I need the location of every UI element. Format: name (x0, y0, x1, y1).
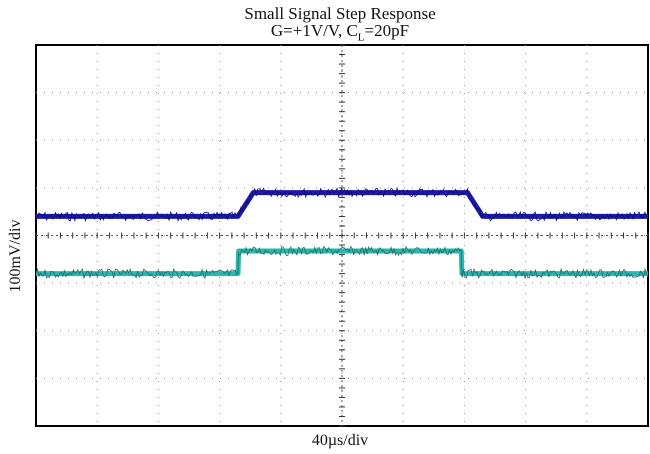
chart-subtitle: G=+1V/V, CL=20pF (0, 22, 650, 46)
grid (35, 44, 649, 427)
subtitle-subscript: L (357, 31, 365, 44)
chart-title: Small Signal Step Response (244, 4, 436, 23)
trace-1-noise (35, 186, 649, 223)
trace-2-noise (35, 245, 649, 280)
trace-1-band (35, 190, 649, 219)
x-axis-label: 40µs/div (311, 432, 369, 449)
subtitle-prefix: G=+1V/V, C (270, 21, 358, 40)
subtitle-suffix: =20pF (364, 21, 410, 40)
traces (35, 186, 649, 280)
